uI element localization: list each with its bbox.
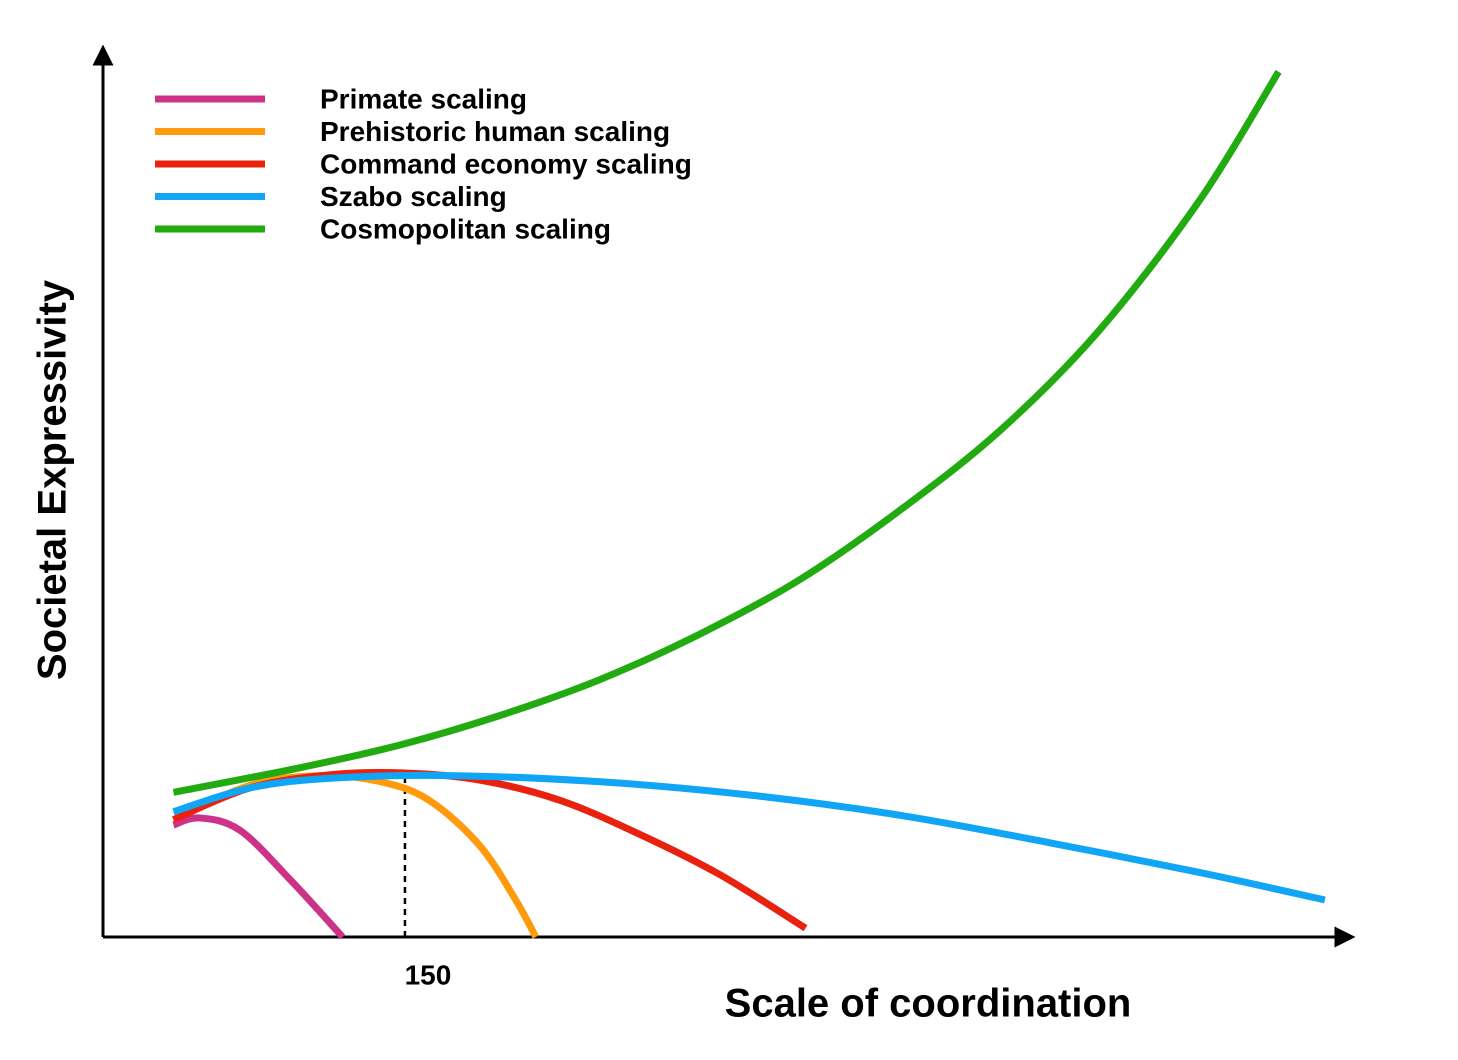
series-line — [172, 814, 346, 940]
legend-label: Command economy scaling — [320, 148, 692, 179]
series-line — [172, 771, 1326, 904]
legend-label: Szabo scaling — [320, 181, 507, 212]
series-line — [172, 768, 808, 932]
legend-label: Primate scaling — [320, 83, 527, 114]
legend-label: Cosmopolitan scaling — [320, 213, 611, 244]
series-line — [171, 772, 539, 939]
y-axis-title: Societal Expressivity — [31, 279, 75, 680]
x-axis-title: Scale of coordination — [725, 982, 1132, 1026]
legend-label: Prehistoric human scaling — [320, 116, 670, 147]
x-tick-label: 150 — [405, 959, 452, 990]
series-line — [172, 69, 1282, 796]
